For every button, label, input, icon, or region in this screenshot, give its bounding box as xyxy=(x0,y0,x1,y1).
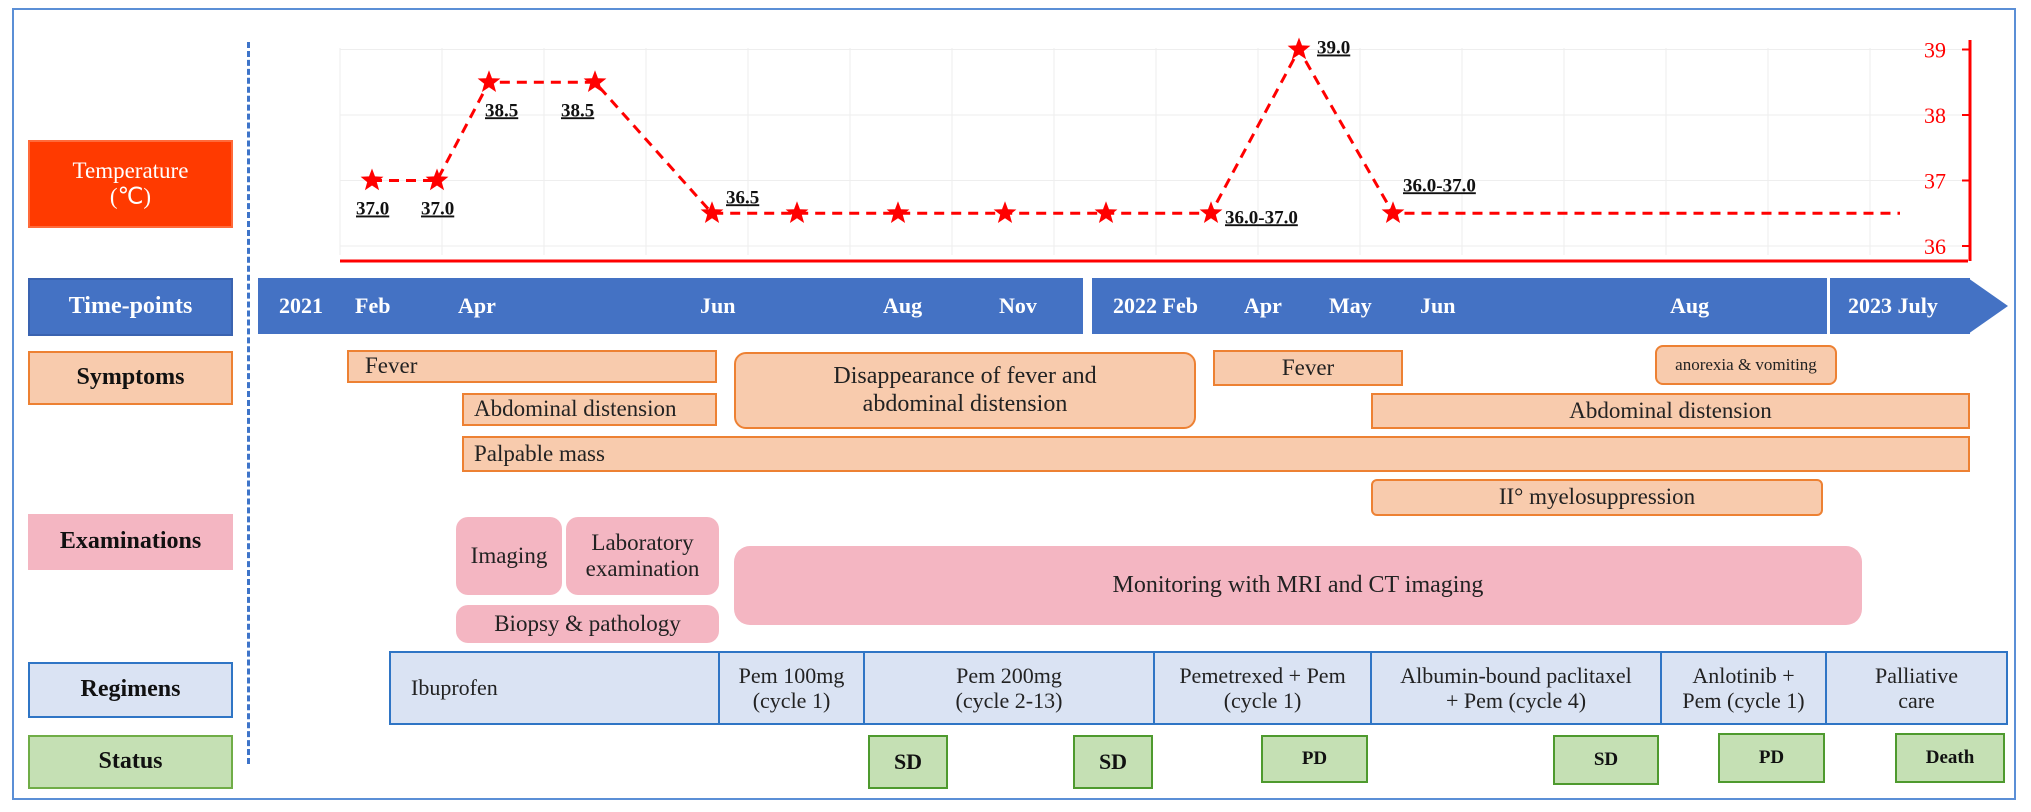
timeline-label-aug-2022: Aug xyxy=(1670,293,1710,318)
regimen-pem-200mg-line2: (cycle 2-13) xyxy=(955,688,1063,713)
regimen-pem-100mg-line1: Pem 100mg xyxy=(738,662,845,688)
exam-laboratory-line2: examination xyxy=(585,556,700,581)
temperature-point-label: 36.5 xyxy=(726,187,759,208)
outer-frame xyxy=(12,8,2016,800)
star-icon xyxy=(1381,201,1405,223)
regimen-pemetrexed-pem: Pemetrexed + Pem (cycle 1) xyxy=(1153,651,1372,725)
symptom-abdominal-distension-2021: Abdominal distension xyxy=(462,393,717,426)
symptom-disappearance-line2: abdominal distension xyxy=(862,390,1068,417)
temperature-line xyxy=(372,46,1900,215)
temperature-point-label: 37.0 xyxy=(421,199,454,220)
symptom-anorexia-vomiting: anorexia & vomiting xyxy=(1655,345,1837,385)
regimen-pemetrexed-line1: Pemetrexed + Pem xyxy=(1179,662,1346,688)
regimen-pem-200mg-line1: Pem 200mg xyxy=(956,662,1062,688)
regimen-pem-100mg-line2: (cycle 1) xyxy=(752,688,831,713)
regimen-albumin-line1: Albumin-bound paclitaxel xyxy=(1400,662,1632,688)
timeline-label-2021: 2021 xyxy=(279,293,323,318)
timeline-segment-2021 xyxy=(258,278,1083,334)
star-icon xyxy=(993,201,1017,223)
regimen-palliative-line1: Palliative xyxy=(1874,662,1959,688)
star-icon xyxy=(1094,201,1118,223)
regimen-albumin-line2: + Pem (cycle 4) xyxy=(1445,688,1587,713)
symptom-fever-2022: Fever xyxy=(1213,350,1403,386)
star-icon xyxy=(477,70,501,92)
temperature-point-label: 36.0-37.0 xyxy=(1225,207,1298,228)
exam-biopsy-pathology: Biopsy & pathology xyxy=(456,605,719,643)
temperature-point-label: 38.5 xyxy=(485,100,518,121)
exam-imaging: Imaging xyxy=(456,517,562,595)
regimen-ibuprofen: Ibuprofen xyxy=(389,651,720,725)
exam-laboratory-line1: Laboratory xyxy=(591,529,694,555)
symptom-fever-2021: Fever xyxy=(347,350,717,383)
timeline-label-apr-2022: Apr xyxy=(1244,293,1282,318)
status-badge-6: Death xyxy=(1895,733,2005,783)
status-badge-2: SD xyxy=(1073,735,1153,789)
exam-monitoring-mri-ct: Monitoring with MRI and CT imaging xyxy=(734,546,1862,625)
arrow-right-icon xyxy=(1968,278,2008,334)
temperature-point-label: 39.0 xyxy=(1317,38,1350,59)
timeline-label-aug: Aug xyxy=(883,293,923,318)
divider-line xyxy=(247,42,250,764)
symptom-disappearance: Disappearance of fever and abdominal dis… xyxy=(734,352,1196,429)
timepoints-label: Time-points xyxy=(28,278,233,336)
star-icon xyxy=(700,201,724,223)
temperature-chart: 36 37 38 39 37.0 37.0 38.5 38.5 36.5 36.0-37.0 39.… xyxy=(339,37,1972,263)
status-badge-1: SD xyxy=(868,735,948,789)
star-icon xyxy=(1287,37,1311,60)
timeline-label-may: May xyxy=(1329,293,1372,318)
regimen-pem-200mg: Pem 200mg (cycle 2-13) xyxy=(863,651,1155,725)
regimen-anlotinib-pem: Anlotinib + Pem (cycle 1) xyxy=(1660,651,1827,725)
regimen-palliative-line2: care xyxy=(1898,688,1935,713)
timeline-label-2022-feb: 2022 Feb xyxy=(1113,293,1198,318)
timeline-label-jun-2022: Jun xyxy=(1420,293,1456,318)
temperature-label-line2: (℃) xyxy=(109,184,152,209)
temperature-label: Temperature (℃) xyxy=(28,140,233,228)
examinations-label: Examinations xyxy=(28,514,233,570)
status-badge-5: PD xyxy=(1718,733,1825,783)
temperature-axis-tick-label: 38 xyxy=(1924,103,1946,128)
regimen-anlotinib-line1: Anlotinib + xyxy=(1692,662,1795,688)
status-label: Status xyxy=(28,735,233,789)
star-icon xyxy=(583,70,607,92)
timeline-label-nov: Nov xyxy=(999,293,1037,318)
temperature-axis-tick-label: 36 xyxy=(1924,234,1946,259)
regimens-label: Regimens xyxy=(28,662,233,718)
status-badge-3: PD xyxy=(1261,735,1368,783)
temperature-point-label: 36.0-37.0 xyxy=(1403,175,1476,196)
temperature-axis-tick-label: 37 xyxy=(1924,169,1946,194)
timeline-segment-2023 xyxy=(1830,278,1970,334)
star-icon xyxy=(785,201,809,223)
timeline-label-2023-july: 2023 July xyxy=(1848,293,1938,318)
symptom-disappearance-line1: Disappearance of fever and xyxy=(833,362,1097,389)
exam-laboratory: Laboratory examination xyxy=(566,517,719,595)
regimen-albumin-paclitaxel: Albumin-bound paclitaxel + Pem (cycle 4) xyxy=(1370,651,1662,725)
symptom-abdominal-distension-2022: Abdominal distension xyxy=(1371,393,1970,429)
status-badge-4: SD xyxy=(1553,735,1659,785)
regimen-anlotinib-line2: Pem (cycle 1) xyxy=(1682,688,1805,713)
symptoms-label: Symptoms xyxy=(28,351,233,405)
temperature-point-label: 38.5 xyxy=(561,100,594,121)
timeline-label-jun: Jun xyxy=(700,293,736,318)
regimen-palliative-care: Palliative care xyxy=(1825,651,2008,725)
regimen-pemetrexed-line2: (cycle 1) xyxy=(1223,688,1302,713)
temperature-point-label: 37.0 xyxy=(356,199,389,220)
star-icon xyxy=(360,168,384,191)
regimen-pem-100mg: Pem 100mg (cycle 1) xyxy=(718,651,865,725)
temperature-axis-tick-label: 39 xyxy=(1924,38,1946,63)
symptom-palpable-mass: Palpable mass xyxy=(462,436,1970,472)
timeline-label-apr: Apr xyxy=(458,293,496,318)
timeline-label-feb: Feb xyxy=(355,293,391,318)
star-icon xyxy=(1199,201,1223,223)
timeline-segment-2022 xyxy=(1092,278,1827,334)
symptom-myelosuppression: II° myelosuppression xyxy=(1371,479,1823,516)
star-icon xyxy=(425,168,449,191)
star-icon xyxy=(886,201,910,223)
temperature-label-line1: Temperature xyxy=(72,157,189,183)
